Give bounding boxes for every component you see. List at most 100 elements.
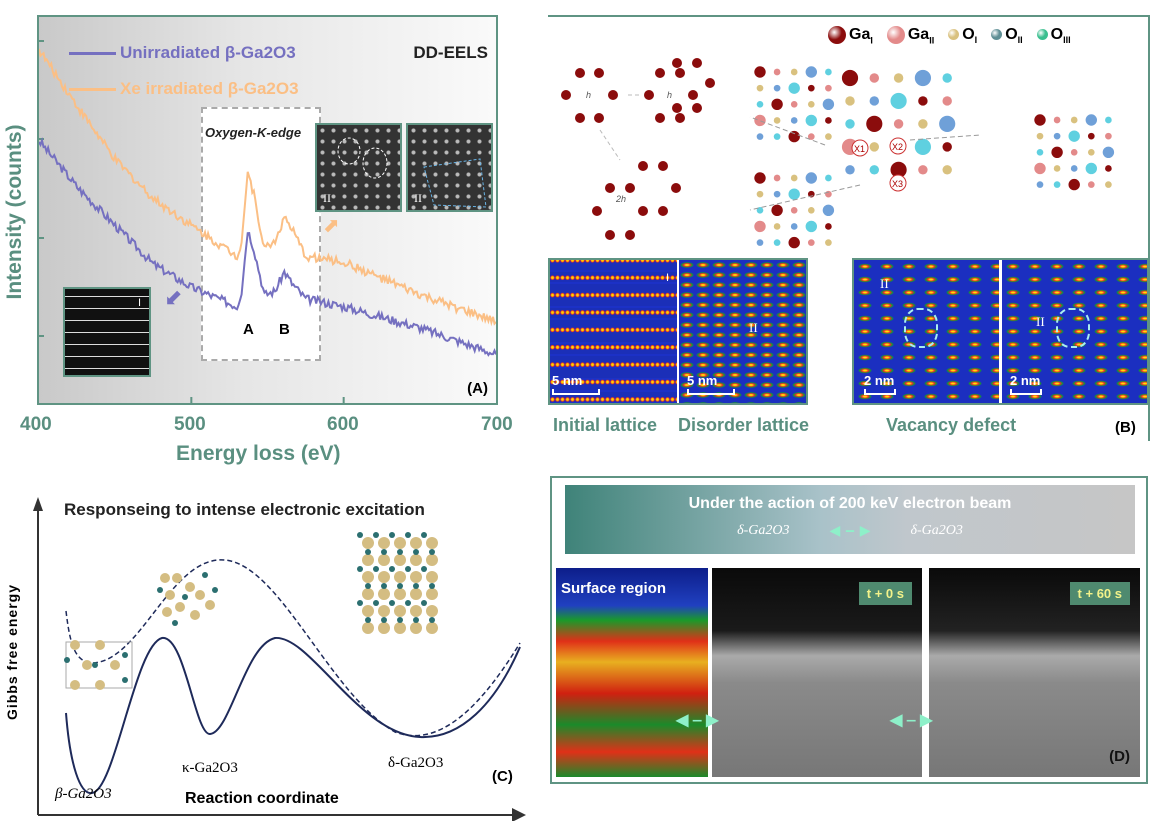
legend-item: GaII bbox=[886, 26, 934, 45]
atom bbox=[1053, 132, 1061, 140]
atom bbox=[890, 161, 907, 178]
atom bbox=[1105, 181, 1112, 188]
panel-d bbox=[550, 476, 1148, 784]
vacancy-outline bbox=[1056, 308, 1090, 348]
legend-item: GaI bbox=[828, 26, 873, 45]
atom bbox=[1102, 146, 1115, 158]
atom bbox=[1070, 148, 1078, 156]
atom bbox=[426, 537, 438, 549]
x-tick-label: 700 bbox=[481, 414, 513, 435]
peak-a-label: A bbox=[243, 321, 254, 338]
atom bbox=[771, 98, 783, 110]
atom bbox=[825, 68, 832, 76]
atom bbox=[771, 204, 783, 216]
atom bbox=[410, 554, 422, 566]
atom bbox=[405, 600, 411, 606]
atom bbox=[790, 68, 798, 76]
to-phase: δ-Ga2O3 bbox=[910, 523, 963, 538]
atom bbox=[362, 588, 374, 600]
atom bbox=[365, 549, 371, 555]
x-tick-label: 400 bbox=[20, 414, 52, 435]
site-x1: X1 bbox=[854, 144, 865, 154]
atom bbox=[773, 117, 781, 124]
atom bbox=[397, 617, 403, 623]
atom bbox=[1053, 181, 1061, 188]
atom bbox=[756, 133, 764, 140]
panel-a-plot-area: Unirradiated β-Ga2O3 Xe irradiated β-Ga2… bbox=[37, 15, 498, 405]
time-label-t60: t + 60 s bbox=[1069, 582, 1130, 605]
atom bbox=[822, 98, 835, 110]
atom bbox=[1085, 114, 1097, 126]
atom-icon bbox=[1036, 29, 1048, 41]
atom bbox=[421, 566, 427, 572]
tem-image-t0: t + 0 s bbox=[712, 568, 922, 777]
atom bbox=[365, 583, 371, 589]
legend-item: OI bbox=[948, 26, 977, 45]
atom bbox=[807, 239, 815, 246]
atom bbox=[773, 223, 781, 230]
caption-disorder-lattice: Disorder lattice bbox=[678, 415, 810, 435]
excited-state-curve bbox=[65, 559, 521, 737]
eels-chart bbox=[39, 48, 496, 403]
panel-d-label: (D) bbox=[1109, 748, 1130, 765]
atom bbox=[365, 617, 371, 623]
atom bbox=[890, 92, 907, 110]
atom bbox=[405, 532, 411, 538]
atom bbox=[869, 96, 880, 106]
atom bbox=[1070, 165, 1078, 172]
atom bbox=[756, 206, 764, 214]
atom-icon bbox=[991, 29, 1003, 41]
panel-a-label: (A) bbox=[467, 380, 488, 397]
atom bbox=[825, 133, 832, 140]
electron-beam-banner: Under the action of 200 keV electron bea… bbox=[565, 485, 1135, 554]
image-mark: II bbox=[749, 320, 758, 335]
atom bbox=[394, 605, 406, 617]
atom bbox=[805, 114, 817, 127]
atom bbox=[805, 220, 817, 233]
inset-mark: I bbox=[137, 297, 141, 309]
atom bbox=[426, 571, 438, 583]
atom bbox=[378, 554, 390, 566]
atom bbox=[362, 571, 374, 583]
y-axis-arrow-icon bbox=[33, 497, 43, 511]
atom bbox=[805, 172, 817, 184]
atom bbox=[394, 537, 406, 549]
atom bbox=[918, 165, 928, 175]
site-x2: X2 bbox=[892, 142, 903, 152]
inset-image-unirradiated: I bbox=[63, 287, 151, 377]
surface-region-label: Surface region bbox=[561, 580, 667, 597]
energy-landscape-diagram bbox=[33, 497, 526, 821]
atom bbox=[378, 537, 390, 549]
atom bbox=[1105, 132, 1112, 140]
atom bbox=[754, 66, 766, 78]
atom bbox=[381, 617, 387, 623]
atom bbox=[866, 115, 883, 132]
atom-icon bbox=[886, 26, 905, 44]
atom bbox=[807, 100, 815, 108]
atom bbox=[893, 73, 904, 83]
atom bbox=[805, 66, 817, 78]
atom-icon bbox=[948, 29, 960, 41]
atom bbox=[362, 622, 374, 634]
x-tick-label: 500 bbox=[174, 414, 206, 435]
x-axis-label: Energy loss (eV) bbox=[176, 442, 341, 465]
atom bbox=[1036, 148, 1044, 156]
y-tick bbox=[39, 40, 44, 42]
atom bbox=[942, 142, 952, 152]
atom bbox=[1105, 116, 1112, 124]
bidirectional-arrow-icon: ◀ ‒ ▶ bbox=[890, 712, 933, 729]
atom bbox=[357, 532, 363, 538]
site-x3: X3 bbox=[892, 179, 903, 189]
atom bbox=[410, 588, 422, 600]
vacancy-outline bbox=[904, 308, 938, 348]
panel-c-x-label: Reaction coordinate bbox=[185, 790, 339, 807]
atom bbox=[773, 174, 781, 182]
atom bbox=[394, 554, 406, 566]
atom bbox=[825, 84, 832, 92]
y-axis-label: Intensity (counts) bbox=[3, 124, 26, 300]
scale-bar: 2 nm bbox=[864, 373, 896, 395]
atom bbox=[773, 239, 781, 246]
atom bbox=[869, 165, 880, 175]
legend-item: OII bbox=[991, 26, 1023, 45]
panel-b bbox=[548, 15, 1150, 441]
